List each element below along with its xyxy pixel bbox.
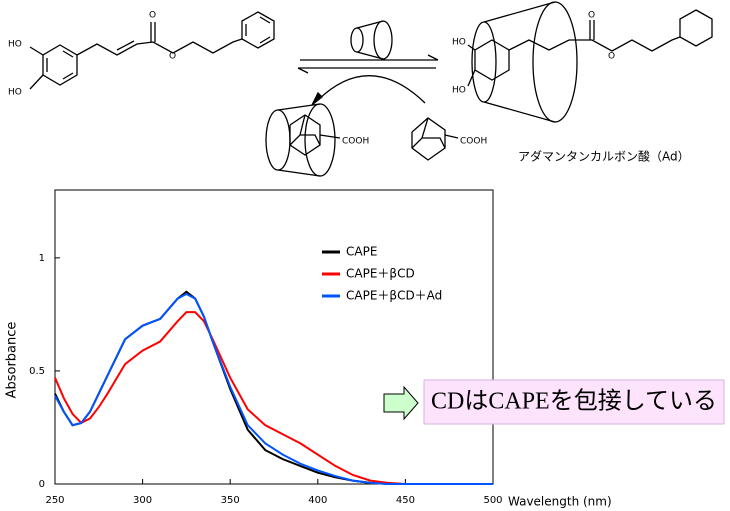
legend-label: CAPE＋βCD＋Ad (346, 289, 442, 303)
x-tick-label: 400 (308, 495, 327, 506)
series-line (54, 292, 493, 485)
x-tick-label: 300 (133, 495, 152, 506)
callout-box (423, 379, 725, 425)
callout-arrow (383, 385, 419, 421)
y-tick-label: 0 (39, 479, 45, 490)
inclusion-complex (467, 1, 713, 123)
atom-label: O (608, 52, 615, 62)
callout-text: CDはCAPEを包接している (431, 388, 717, 415)
x-axis-title: Wavelength (nm) (508, 495, 612, 509)
equilibrium-arrows (297, 54, 439, 106)
scheme-caption: アダマンタンカルボン酸（Ad） (518, 149, 690, 164)
y-tick-label: 1 (39, 253, 45, 264)
atom-label: HO (452, 38, 466, 48)
x-tick-label: 250 (45, 495, 64, 506)
atom-label: HO (8, 40, 22, 50)
legend-label: CAPE＋βCD (346, 267, 415, 281)
y-axis-title: Absorbance (5, 322, 20, 399)
cd-ad-complex (265, 103, 341, 177)
x-tick-label: 350 (221, 495, 240, 506)
atom-label: HO (452, 86, 466, 96)
plot-frame (54, 189, 494, 485)
legend-label: CAPE (346, 245, 377, 259)
x-tick-label: 450 (396, 495, 415, 506)
atom-label: O (149, 11, 156, 21)
cyclodextrin-icon (350, 20, 393, 60)
atom-label: COOH (460, 137, 487, 147)
adamantane (411, 117, 459, 161)
x-tick-label: 500 (483, 495, 502, 506)
atom-label: O (169, 52, 176, 62)
atom-label: COOH (342, 137, 369, 147)
cape-structure (29, 11, 275, 90)
atom-label: O (588, 11, 595, 21)
y-tick-label: 0.5 (29, 366, 45, 377)
atom-label: HO (8, 88, 22, 98)
